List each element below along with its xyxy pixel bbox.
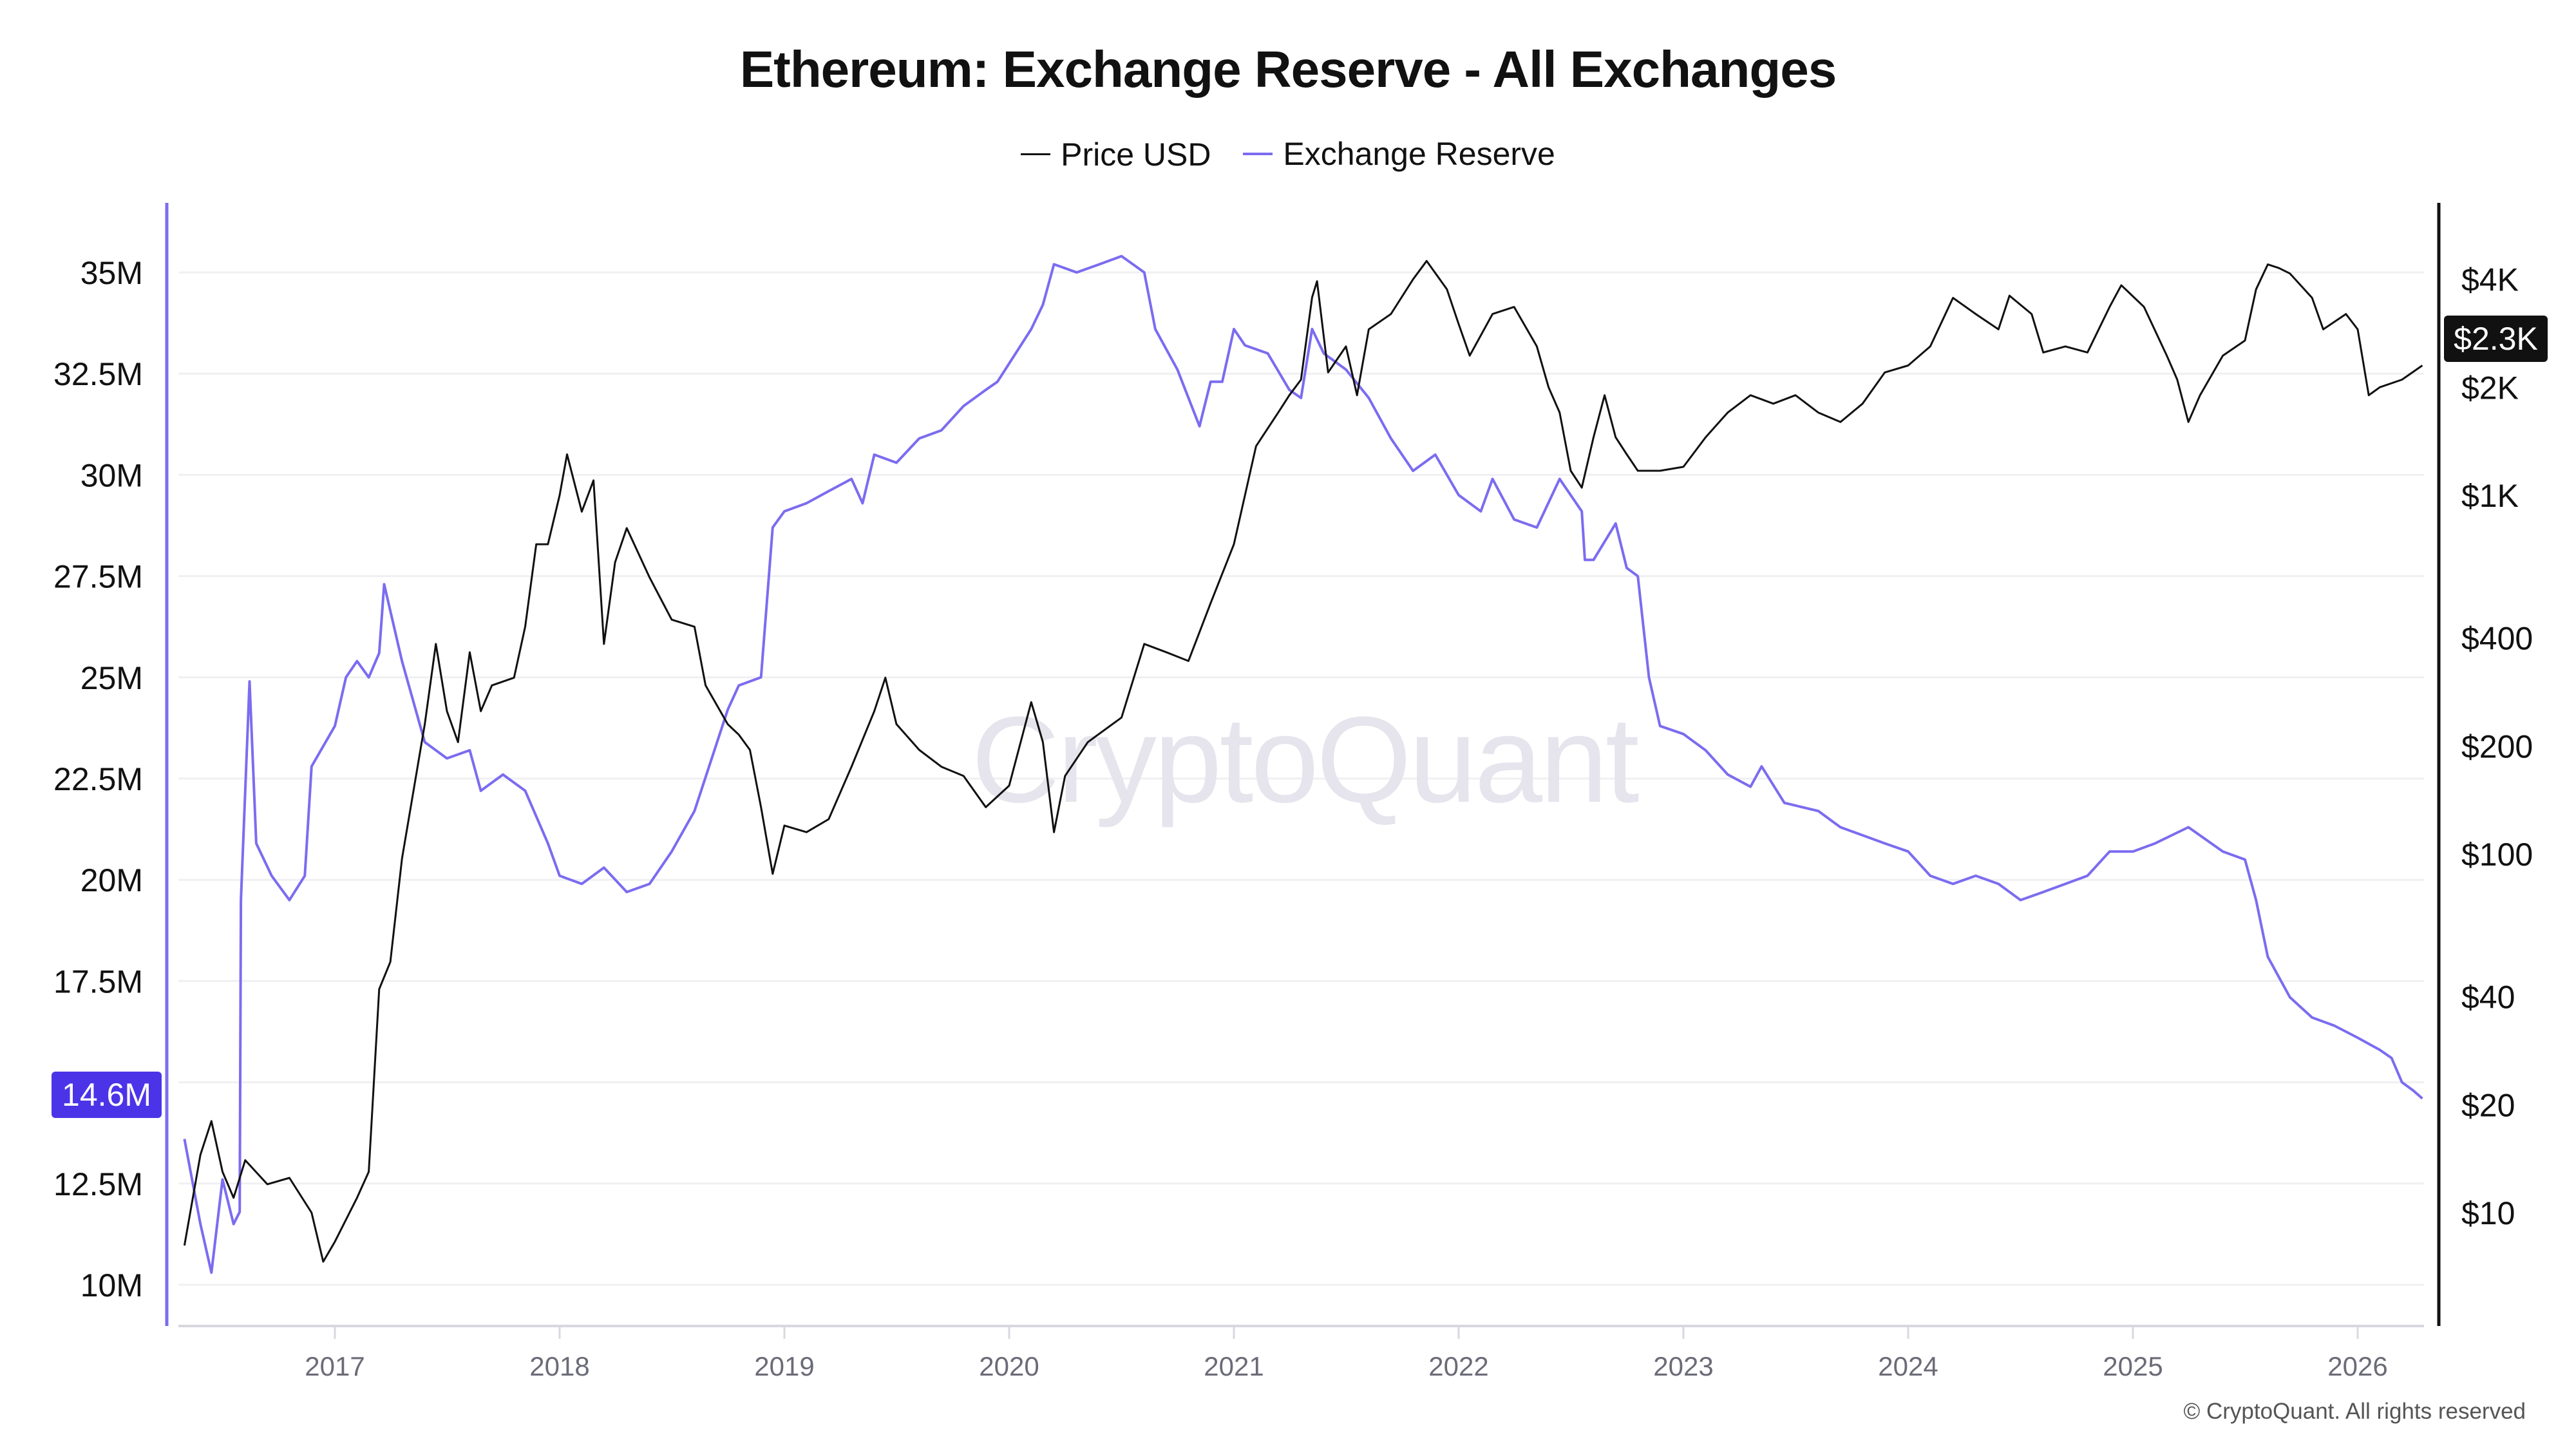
reserve-last-value-badge: 14.6M [52,1072,162,1118]
legend-label-price: Price USD [1061,136,1211,173]
y-right-tick-label: $2K [2461,370,2519,406]
legend-swatch-reserve [1243,153,1273,155]
tick-labels: 10M 12.5M 17.5M 20M 22.5M 25M 27.5M 30M 32.5M 35M… [53,255,2533,1381]
y-right-tick-label: $20 [2461,1087,2515,1123]
x-tick-label: 2022 [1428,1351,1488,1381]
x-tick-label: 2018 [529,1351,589,1381]
legend-swatch-price [1021,153,1051,155]
y-left-tick-label: 32.5M [53,356,143,392]
series-line-price-usd [183,260,2423,1263]
y-left-tick-label: 27.5M [53,559,143,595]
y-left-tick-label: 17.5M [53,963,143,999]
chart-title: Ethereum: Exchange Reserve - All Exchang… [739,41,1837,98]
y-right-tick-label: $200 [2461,728,2533,764]
y-right-tick-label: $40 [2461,980,2515,1016]
price-last-value-badge: $2.3K [2444,316,2548,362]
axes [165,203,2441,1339]
legend: Price USD Exchange Reserve [0,126,2576,173]
y-left-tick-label: 20M [80,862,143,898]
y-left-tick-label: 10M [80,1267,143,1303]
x-tick-label: 2019 [754,1351,814,1381]
legend-item-reserve[interactable]: Exchange Reserve [1243,135,1555,173]
x-tick-label: 2024 [1878,1351,1938,1381]
x-tick-label: 2026 [2327,1351,2387,1381]
watermark: CryptoQuant [971,692,1638,828]
y-left-tick-label: 12.5M [53,1166,143,1202]
y-right-tick-label: $100 [2461,837,2533,873]
x-tick-label: 2023 [1653,1351,1713,1381]
y-right-tick-label: $400 [2461,621,2533,657]
series-line-exchange-reserve [183,254,2423,1274]
legend-label-reserve: Exchange Reserve [1283,136,1555,172]
y-right-tick-label: $1K [2461,478,2519,514]
legend-item-price[interactable]: Price USD [1021,136,1211,173]
y-right-tick-label: $4K [2461,262,2519,298]
y-left-tick-label: 22.5M [53,761,143,797]
x-tick-label: 2025 [2103,1351,2163,1381]
x-tick-label: 2021 [1204,1351,1264,1381]
x-tick-label: 2020 [979,1351,1039,1381]
y-left-tick-label: 35M [80,255,143,291]
y-left-tick-label: 25M [80,660,143,696]
y-right-tick-label: $10 [2461,1195,2515,1231]
y-left-tick-label: 30M [80,457,143,493]
copyright-text: © CryptoQuant. All rights reserved [2183,1399,2526,1424]
x-tick-label: 2017 [305,1351,365,1381]
